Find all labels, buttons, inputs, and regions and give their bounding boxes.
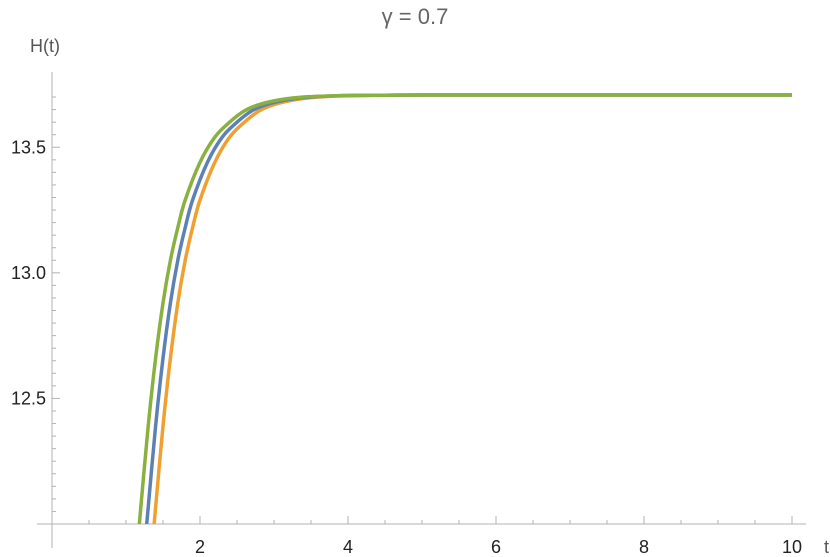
x-tick-label: 10 [782, 537, 802, 557]
x-tick-label: 6 [491, 537, 501, 557]
y-axis-label: H(t) [30, 36, 60, 56]
x-axis-label: t [824, 537, 829, 557]
axes: 2 4 6 8 10 12.5 13.0 13.5 [11, 72, 806, 557]
chart-title: γ = 0.7 [382, 4, 449, 29]
x-tick-label: 2 [195, 537, 205, 557]
x-tick-label: 4 [343, 537, 353, 557]
x-tick-label: 8 [639, 537, 649, 557]
series-line [137, 93, 792, 525]
y-tick-label: 12.5 [11, 388, 46, 408]
series-group [137, 93, 792, 525]
labels: γ = 0.7 H(t) t [30, 4, 829, 557]
y-tick-label: 13.0 [11, 263, 46, 283]
series-line [144, 93, 792, 525]
y-tick-label: 13.5 [11, 137, 46, 157]
series-line [152, 93, 792, 525]
